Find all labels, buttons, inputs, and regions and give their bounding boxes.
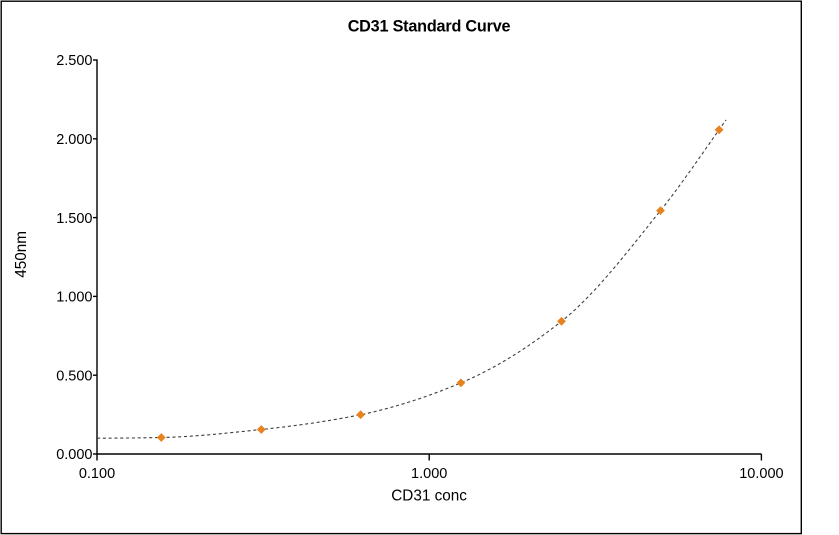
svg-text:CD31 conc: CD31 conc: [391, 488, 467, 505]
svg-text:450nm: 450nm: [13, 231, 30, 278]
svg-text:1.000: 1.000: [411, 466, 447, 482]
svg-text:0.000: 0.000: [56, 447, 92, 463]
svg-text:10.000: 10.000: [739, 466, 783, 482]
svg-text:2.000: 2.000: [56, 132, 92, 148]
svg-text:CD31 Standard Curve: CD31 Standard Curve: [348, 18, 511, 36]
svg-text:0.100: 0.100: [79, 466, 115, 482]
svg-text:1.000: 1.000: [56, 290, 92, 306]
svg-text:0.500: 0.500: [56, 368, 92, 384]
svg-text:1.500: 1.500: [56, 211, 92, 227]
svg-text:2.500: 2.500: [56, 53, 92, 69]
